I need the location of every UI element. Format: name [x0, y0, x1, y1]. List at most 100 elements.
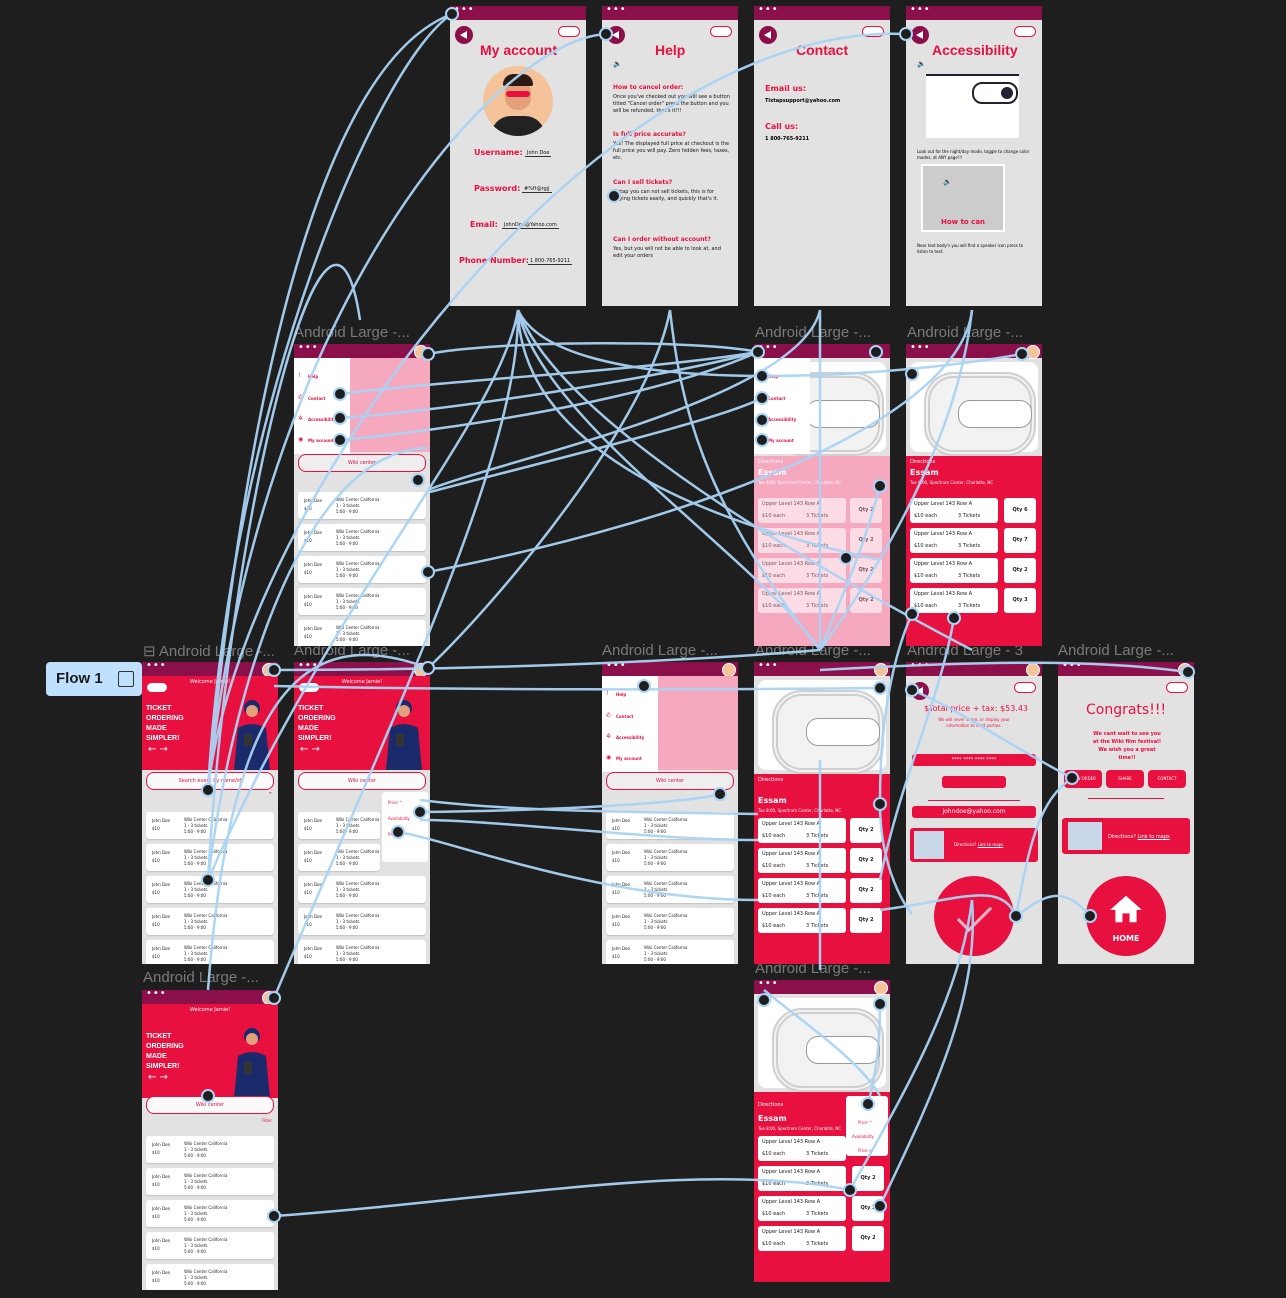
- list-item[interactable]: John Doe $10 Wiki Center California 1 - 3 t…: [146, 940, 274, 964]
- theme-toggle[interactable]: [298, 682, 320, 693]
- menu-dots-icon[interactable]: •••: [454, 6, 475, 15]
- back-button[interactable]: [759, 26, 777, 44]
- filter-dropdown[interactable]: Price ^ Availability Price v: [382, 792, 428, 862]
- menu-dots-icon[interactable]: •••: [606, 662, 627, 671]
- avatar[interactable]: [1026, 345, 1040, 359]
- qty-select[interactable]: Qty 2: [850, 588, 882, 613]
- menu-item-accessibility[interactable]: Accessibility: [308, 417, 337, 422]
- frame-my-account[interactable]: ••• My account Username: John Doe Passwo…: [450, 6, 586, 306]
- list-item[interactable]: John Doe $10 Wiki Center California 1 - 3 t…: [606, 876, 734, 903]
- list-item[interactable]: John Doe $10 Wiki Center California 1 - 3 t…: [298, 588, 426, 615]
- menu-item-accessibility[interactable]: Accessibility: [616, 735, 645, 740]
- theme-toggle[interactable]: [862, 26, 884, 37]
- view-order-button[interactable]: VIEW ORDER: [1064, 770, 1102, 788]
- sort-price-up[interactable]: Price ^: [388, 800, 403, 805]
- frame-checkout[interactable]: ••• $Total price + tax: $53.43 We will n…: [906, 662, 1042, 964]
- avatar[interactable]: [722, 663, 736, 677]
- list-item[interactable]: John Doe $10 Wiki Center California 1 - 3 t…: [298, 940, 426, 964]
- list-item[interactable]: John Doe $10 Wiki Center California 1 - 3 t…: [146, 908, 274, 935]
- card-expiry-field[interactable]: [942, 776, 1006, 788]
- seat-option[interactable]: Upper Level 143 Row A $10 each 3 Tickets: [910, 558, 998, 583]
- sort-availability[interactable]: Availability: [388, 816, 410, 821]
- seat-option[interactable]: Upper Level 143 Row A $10 each 3 Tickets: [910, 588, 998, 613]
- flow-start-badge[interactable]: Flow 1: [46, 662, 142, 696]
- search-input[interactable]: Wiki center: [298, 454, 426, 472]
- menu-dots-icon[interactable]: •••: [146, 662, 167, 671]
- frame-home-search[interactable]: ••• Welcome Jamie! TICKET ORDERING MADE SIM…: [142, 990, 278, 1290]
- frame-accessibility[interactable]: ••• Accessibility 🔈 Look out for the nig…: [906, 6, 1042, 306]
- email-field[interactable]: JohnDoe@Yahoo.com: [502, 222, 559, 229]
- sort-price-down[interactable]: Price v: [388, 832, 402, 837]
- list-item[interactable]: John Doe $10 Wiki Center California 1 - 3 t…: [298, 524, 426, 551]
- menu-dots-icon[interactable]: •••: [758, 344, 779, 353]
- qty-select[interactable]: Qty 2: [850, 878, 882, 903]
- username-field[interactable]: John Doe: [525, 150, 552, 157]
- seat-option[interactable]: Upper Level 143 Row A $10 each 3 Tickets: [758, 848, 846, 873]
- directions-link[interactable]: Directions: [758, 1102, 784, 1108]
- seat-option[interactable]: Upper Level 143 Row A $10 each 3 Tickets: [758, 528, 846, 553]
- seat-option[interactable]: Upper Level 143 Row A $10 each 3 Tickets: [758, 1196, 846, 1221]
- theme-toggle[interactable]: [146, 682, 168, 693]
- list-item[interactable]: John Doe $10 Wiki Center California 1 - 3 t…: [146, 1168, 274, 1195]
- list-item[interactable]: John Doe $10 Wiki Center California 1 - 3 t…: [146, 876, 274, 903]
- avatar[interactable]: [262, 663, 276, 677]
- menu-item-help[interactable]: Help: [768, 374, 779, 379]
- frame-home-menu-2[interactable]: ••• ! Help ✆ Contact ✲ Accessibility ◉ M…: [602, 662, 738, 964]
- menu-item-contact[interactable]: Contact: [768, 396, 786, 401]
- speaker-icon[interactable]: 🔈: [613, 60, 622, 68]
- avatar[interactable]: [414, 345, 428, 359]
- frame-contact[interactable]: ••• Contact Email us: Tixtapsupport@yaho…: [754, 6, 890, 306]
- list-item[interactable]: John Doe $10 Wiki Center California 1 - 3 t…: [298, 812, 380, 839]
- menu-dots-icon[interactable]: •••: [146, 990, 167, 999]
- qty-select[interactable]: Qty 2: [850, 818, 882, 843]
- list-item[interactable]: John Doe $10 Wiki Center California 1 - 3 t…: [146, 812, 274, 839]
- sort-price-down[interactable]: Price v: [858, 1148, 872, 1153]
- avatar[interactable]: [1178, 663, 1192, 677]
- email-field[interactable]: johndoe@yahoo.com: [912, 806, 1036, 818]
- sort-availability[interactable]: Availability: [852, 1134, 874, 1139]
- seat-option[interactable]: Upper Level 143 Row A $10 each 3 Tickets: [758, 878, 846, 903]
- list-item[interactable]: John Doe $10 Wiki Center California 1 - 3 t…: [146, 1232, 274, 1259]
- play-flow-icon[interactable]: [118, 671, 134, 687]
- map-card[interactable]: Directions? Link to maps: [910, 828, 1038, 862]
- qty-select[interactable]: Qty 2: [852, 1196, 884, 1221]
- list-item[interactable]: John Doe $10 Wiki Center California 1 - 3 t…: [606, 812, 734, 839]
- list-item[interactable]: John Doe $10 Wiki Center California 1 - 3 t…: [298, 908, 426, 935]
- directions-link[interactable]: Directions: [758, 777, 784, 783]
- list-item[interactable]: John Doe $10 Wiki Center California 1 - 3 t…: [298, 620, 426, 646]
- carousel-arrows-icon[interactable]: ← →: [148, 744, 168, 755]
- theme-toggle[interactable]: [1166, 682, 1188, 693]
- list-item[interactable]: John Doe $10 Wiki Center California 1 - 3 t…: [298, 556, 426, 583]
- search-input[interactable]: Wiki center: [146, 1096, 274, 1114]
- qty-select[interactable]: Qty 2: [852, 1166, 884, 1191]
- filter-icon[interactable]: ≡: [268, 790, 272, 795]
- share-button[interactable]: SHARE: [1106, 770, 1144, 788]
- theme-toggle[interactable]: [1014, 26, 1036, 37]
- frame-home-filter[interactable]: ••• Welcome Jamie! TICKET ORDERING MADE SIM…: [294, 662, 430, 964]
- carousel-arrows-icon[interactable]: ← →: [148, 1072, 168, 1083]
- video-player[interactable]: 🔈 How to can: [921, 164, 1005, 232]
- list-item[interactable]: John Doe $10 Wiki Center California 1 - 3 t…: [146, 1264, 274, 1290]
- phone-field[interactable]: 1 800-765-9211: [528, 258, 573, 265]
- list-item[interactable]: John Doe $10 Wiki Center California 1 - 3 t…: [146, 1136, 274, 1163]
- search-input[interactable]: Wiki center: [606, 772, 734, 790]
- qty-select[interactable]: Qty 7: [1004, 528, 1036, 553]
- seat-option[interactable]: Upper Level 143 Row A $10 each 3 Tickets: [758, 1166, 846, 1191]
- seat-option[interactable]: Upper Level 143 Row A $10 each 3 Tickets: [758, 498, 846, 523]
- theme-toggle[interactable]: [710, 26, 732, 37]
- qty-select[interactable]: Qty 2: [850, 908, 882, 933]
- back-button[interactable]: [911, 26, 929, 44]
- list-item[interactable]: John Doe $10 Wiki Center California 1 - 3 t…: [298, 876, 426, 903]
- frame-event-qty[interactable]: ••• Directions Essam Tue 8:00, Spectrum …: [906, 344, 1042, 646]
- menu-dots-icon[interactable]: •••: [758, 6, 779, 15]
- qty-select[interactable]: Qty 2: [850, 558, 882, 583]
- menu-item-help[interactable]: Help: [616, 692, 627, 697]
- support-phone[interactable]: 1 800-765-9211: [765, 136, 810, 142]
- theme-toggle[interactable]: [1014, 682, 1036, 693]
- qty-select[interactable]: Qty 2: [852, 1226, 884, 1251]
- menu-dots-icon[interactable]: •••: [910, 344, 931, 353]
- menu-dots-icon[interactable]: •••: [910, 662, 931, 671]
- menu-item-contact[interactable]: Contact: [308, 396, 326, 401]
- back-button[interactable]: [607, 26, 625, 44]
- qty-select[interactable]: Qty 2: [1004, 558, 1036, 583]
